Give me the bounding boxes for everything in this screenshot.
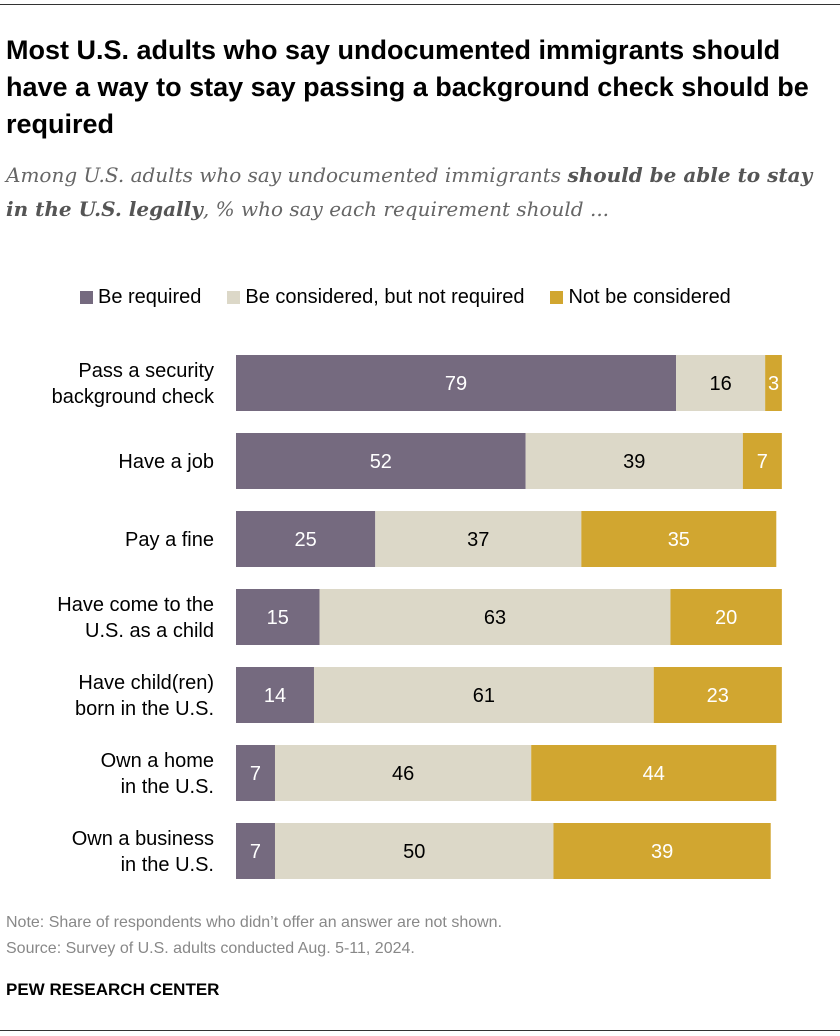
category-label: in the U.S. [121,854,214,876]
bar-segment [553,823,771,879]
bar-segment [274,823,554,879]
bar-segment [236,511,376,567]
category-label: Have come to the [57,594,214,616]
category-label: Pass a security [78,360,214,382]
bottom-rule [0,1030,840,1031]
data-label: 50 [403,841,425,863]
bar-segment [236,355,677,411]
data-label: 7 [757,451,768,473]
bar-segment [313,667,654,723]
data-label: 61 [473,685,495,707]
legend-label: Not be considered [568,286,731,308]
legend-swatch [80,291,93,304]
data-label: 39 [651,841,673,863]
legend-item-not-considered: Not be considered [550,286,731,309]
bar-chart: Pass a security background check 79 16 3 Have… [52,355,782,879]
data-label: 7 [250,841,261,863]
bar-segment [236,433,526,489]
category-label: Pay a fine [125,529,214,551]
bar-segment [670,589,782,645]
data-label: 37 [467,529,489,551]
bar-segment [319,589,671,645]
category-label: Own a home [101,750,214,772]
legend-label: Be considered, but not required [245,286,525,308]
bar-segment [375,511,582,567]
subtitle-pre: Among U.S. adults who say undocumented i… [6,163,568,187]
data-label: 35 [668,529,690,551]
legend-label: Be required [98,286,202,308]
subtitle-post: , % who say each requirement should ... [202,197,610,221]
data-label: 14 [264,685,286,707]
source: Source: Survey of U.S. adults conducted … [6,940,415,957]
bar-segment [525,433,743,489]
data-label: 7 [250,763,261,785]
data-label: 25 [295,529,317,551]
data-label: 20 [715,607,737,629]
bar-segment [742,433,782,489]
category-label: Have a job [118,451,214,473]
bar-segment [676,355,766,411]
data-label: 16 [709,373,731,395]
bar-segment [236,745,275,801]
bar-segment [236,589,320,645]
bar-segment [236,823,275,879]
category-label: Have child(ren) [78,672,214,694]
subtitle-bold: should be able to stay in the U.S. legal… [6,163,813,221]
data-label: 3 [768,373,779,395]
category-label: Own a business [72,828,214,850]
brand-logo-text: PEW RESEARCH CENTER [6,980,220,999]
top-rule [0,4,840,5]
data-label: 46 [392,763,414,785]
legend: Be required Be considered, but not requi… [80,286,731,309]
note: Note: Share of respondents who didn’t of… [6,914,503,931]
bar-segment [653,667,782,723]
chart-subtitle: Among U.S. adults who say undocumented i… [6,158,826,226]
bar-segment [765,355,782,411]
data-label: 79 [445,373,467,395]
data-label: 23 [707,685,729,707]
bar-segment [274,745,532,801]
bar-segment [581,511,777,567]
category-label: born in the U.S. [75,698,214,720]
data-label: 52 [370,451,392,473]
bar-segment [236,667,314,723]
legend-swatch [227,291,241,304]
data-label: 44 [643,763,665,785]
legend-item-considered: Be considered, but not required [227,286,524,309]
data-label: 15 [267,607,289,629]
category-label: U.S. as a child [85,620,214,642]
legend-item-required: Be required [80,286,201,309]
data-label: 63 [484,607,506,629]
data-label: 39 [623,451,645,473]
bar-segment [531,745,777,801]
category-label: in the U.S. [121,776,214,798]
legend-swatch [550,291,564,304]
chart-title: Most U.S. adults who say undocumented im… [6,35,809,139]
category-label: background check [52,386,215,408]
